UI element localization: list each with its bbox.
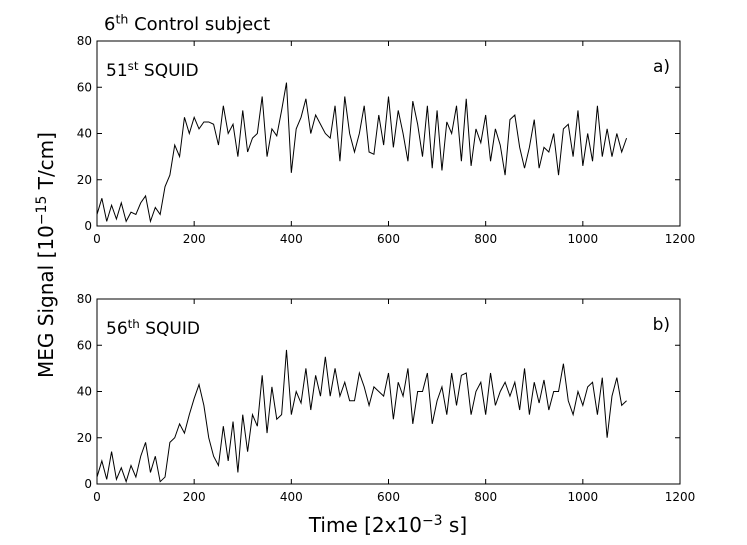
y-tick-label: 20 bbox=[77, 431, 92, 445]
plot-frame bbox=[96, 298, 681, 485]
panel-annotation-sup: st bbox=[128, 59, 139, 73]
signal-line bbox=[96, 349, 627, 484]
panel-annotation-sup: th bbox=[128, 317, 140, 331]
x-tick-label: 1200 bbox=[665, 232, 696, 246]
figure-title: 6th Control subject bbox=[104, 12, 270, 35]
panel-annotation-rest: SQUID bbox=[139, 61, 199, 81]
x-tick-label: 400 bbox=[280, 232, 303, 246]
x-axis-label: Time [2x10−3 s] bbox=[308, 513, 467, 537]
y-tick-label: 60 bbox=[77, 338, 92, 352]
y-tick-label: 20 bbox=[77, 173, 92, 187]
y-tick-label: 80 bbox=[77, 292, 92, 306]
panel-label: a) bbox=[653, 57, 670, 77]
x-tick-label: 800 bbox=[474, 232, 497, 246]
y-axis-label: MEG Signal [10−15 T/cm] bbox=[34, 132, 58, 378]
y-tick-label: 0 bbox=[84, 219, 92, 233]
figure-title-rest: Control subject bbox=[128, 14, 270, 35]
x-tick-label: 1200 bbox=[665, 490, 696, 504]
panel-annotation-main: 56 bbox=[106, 319, 128, 339]
y-tick-label: 0 bbox=[84, 477, 92, 491]
x-axis-label-sup: −3 bbox=[422, 513, 443, 529]
y-tick-label: 60 bbox=[77, 80, 92, 94]
x-tick-label: 1000 bbox=[568, 490, 599, 504]
x-tick-label: 0 bbox=[93, 490, 101, 504]
x-axis-label-rest: s] bbox=[443, 513, 468, 537]
x-tick-label: 0 bbox=[93, 232, 101, 246]
x-tick-label: 600 bbox=[377, 232, 400, 246]
y-axis-label-rest: T/cm] bbox=[34, 132, 58, 196]
signal-line bbox=[96, 82, 628, 224]
x-tick-label: 200 bbox=[183, 232, 206, 246]
panel-annotation: 51st SQUID bbox=[106, 59, 199, 81]
x-tick-label: 400 bbox=[280, 490, 303, 504]
x-tick-label: 800 bbox=[474, 490, 497, 504]
y-axis-label-sup: −15 bbox=[34, 196, 50, 226]
x-axis-label-main: Time [2x10 bbox=[308, 513, 422, 537]
x-tick-label: 1000 bbox=[568, 232, 599, 246]
x-tick-label: 200 bbox=[183, 490, 206, 504]
panel-label: b) bbox=[653, 315, 670, 335]
figure-title-main: 6 bbox=[104, 14, 115, 35]
x-tick-label: 600 bbox=[377, 490, 400, 504]
plot-frame bbox=[96, 40, 681, 227]
y-tick-label: 40 bbox=[77, 385, 92, 399]
panel-annotation-main: 51 bbox=[106, 61, 128, 81]
panel-annotation-rest: SQUID bbox=[140, 319, 200, 339]
y-axis-label-main: MEG Signal [10 bbox=[34, 225, 58, 378]
panel-annotation: 56th SQUID bbox=[106, 317, 200, 339]
figure-title-sup: th bbox=[115, 12, 128, 27]
y-tick-label: 40 bbox=[77, 127, 92, 141]
y-tick-label: 80 bbox=[77, 34, 92, 48]
